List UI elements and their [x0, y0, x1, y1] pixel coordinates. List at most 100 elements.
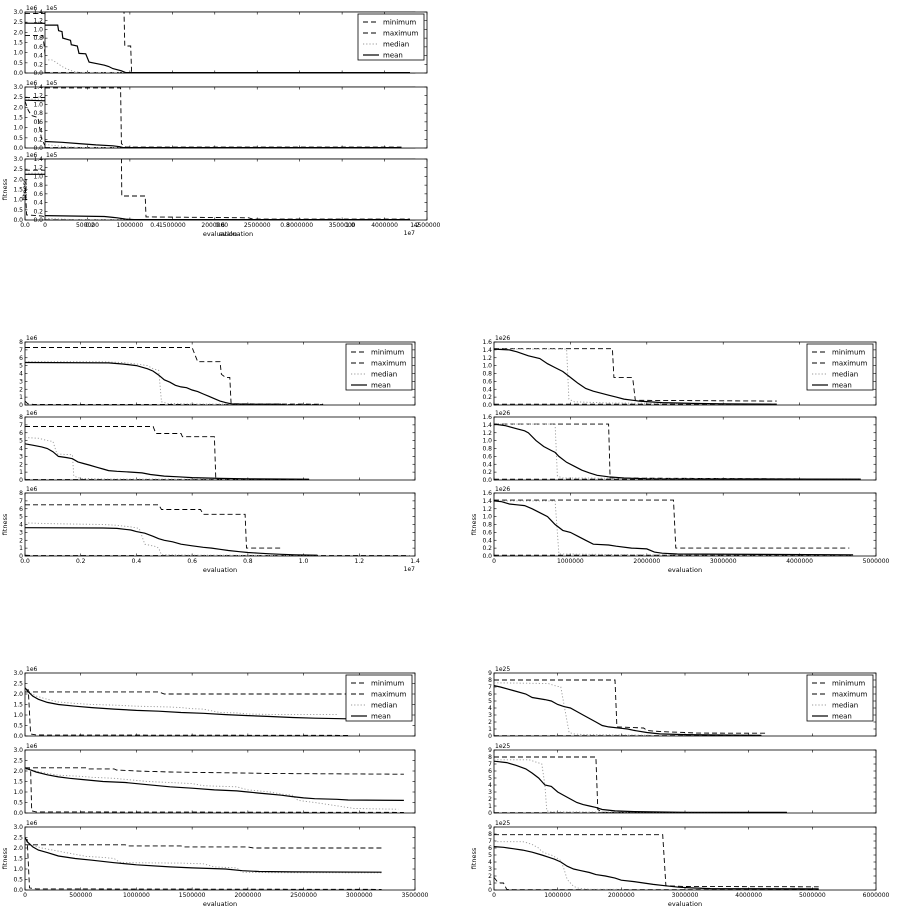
x-tick-label: 2000000 [201, 222, 228, 229]
x-tick-label: 1500000 [159, 222, 186, 229]
y-tick-label: 3 [19, 378, 23, 385]
y-tick-label: 0.6 [482, 529, 492, 536]
x-tick-label: 4000000 [371, 222, 398, 229]
y-tick-label: 2 [19, 461, 23, 468]
y-tick-label: 4 [19, 522, 23, 529]
y-tick-label: 0.6 [482, 378, 492, 385]
y-tick-label: 2.0 [13, 768, 23, 775]
y-tick-label: 7 [488, 684, 492, 691]
y-tick-label: 0.0 [482, 402, 492, 409]
legend-label: mean [371, 382, 391, 390]
x-tick-label: 5000000 [863, 558, 890, 565]
y-scale-label: 1e25 [495, 820, 510, 827]
y-tick-label: 2.5 [13, 681, 23, 688]
y-axis-label: fitness [470, 513, 478, 535]
axes-frame [494, 750, 876, 813]
y-tick-label: 0.8 [33, 110, 43, 117]
x-tick-label: 2500000 [244, 222, 271, 229]
y-tick-label: 3 [19, 529, 23, 536]
x-tick-label: 1.0 [299, 558, 309, 565]
y-tick-label: 4 [488, 782, 492, 789]
legend-label: median [832, 371, 858, 379]
y-tick-label: 0.4 [482, 537, 492, 544]
y-tick-label: 0.4 [33, 200, 43, 207]
y-tick-label: 0.4 [482, 461, 492, 468]
y-tick-label: 0.4 [33, 53, 43, 60]
y-tick-label: 1.4 [33, 156, 43, 163]
legend-label: minimum [371, 349, 404, 357]
y-tick-label: 0.2 [482, 394, 492, 401]
subplot-1: 0.00.20.40.60.81.01.21.41e5minimummaximu… [33, 5, 427, 77]
y-tick-label: 0.5 [13, 877, 23, 884]
y-tick-label: 8 [488, 754, 492, 761]
legend-label: mean [832, 382, 852, 390]
y-tick-label: 2 [488, 873, 492, 880]
y-scale-label: 1e5 [46, 152, 58, 159]
y-tick-label: 1.4 [482, 347, 492, 354]
x-tick-label: 5000000 [799, 892, 826, 899]
y-tick-label: 0.0 [13, 810, 23, 817]
y-tick-label: 7 [19, 422, 23, 429]
figure-canvas: 01234567891e25minimummaximummedianmean01… [449, 661, 898, 913]
y-tick-label: 6 [19, 430, 23, 437]
subplot-1: 0.00.20.40.60.81.01.21.41.61e26minimumma… [482, 335, 876, 409]
legend-label: minimum [832, 680, 865, 688]
x-axis-label: evaluation [203, 900, 237, 908]
y-tick-label: 0.0 [33, 217, 43, 224]
y-axis-label: fitness [1, 513, 9, 535]
y-tick-label: 6 [488, 691, 492, 698]
y-tick-label: 1 [19, 545, 23, 552]
legend-label: mean [832, 713, 852, 721]
y-tick-label: 2.5 [13, 758, 23, 765]
y-tick-label: 0.2 [482, 469, 492, 476]
y-tick-label: 0.0 [33, 70, 43, 77]
x-tick-label: 3500000 [329, 222, 356, 229]
y-tick-label: 6 [19, 355, 23, 362]
y-scale-label: 1e26 [495, 335, 510, 342]
legend: minimum maximum median mean [807, 675, 873, 721]
y-tick-label: 0.8 [33, 182, 43, 189]
legend-label: maximum [371, 691, 406, 699]
legend-label: median [832, 702, 858, 710]
y-tick-label: 0.4 [33, 128, 43, 135]
axes-frame [494, 417, 876, 480]
y-tick-label: 5 [19, 363, 23, 370]
y-tick-label: 0.0 [13, 887, 23, 894]
y-tick-label: 1.4 [33, 9, 43, 16]
y-tick-label: 7 [488, 761, 492, 768]
y-scale-label: 1e6 [26, 666, 38, 673]
y-tick-label: 5 [19, 438, 23, 445]
y-tick-label: 1.0 [13, 789, 23, 796]
y-tick-label: 9 [488, 747, 492, 754]
y-tick-label: 0.0 [482, 477, 492, 484]
legend-label: minimum [371, 680, 404, 688]
y-tick-label: 7 [19, 347, 23, 354]
x-axis-label: evaluation [668, 566, 702, 574]
x-tick-label: 0.2 [76, 558, 86, 565]
y-tick-label: 8 [19, 414, 23, 421]
x-tick-label: 0.6 [187, 558, 197, 565]
axes-frame [45, 87, 427, 148]
legend-label: maximum [832, 691, 867, 699]
y-tick-label: 1.0 [33, 26, 43, 33]
x-tick-label: 0.8 [243, 558, 253, 565]
x-tick-label: 500000 [69, 892, 92, 899]
y-axis-label: fitness [21, 178, 29, 200]
y-tick-label: 1.5 [13, 779, 23, 786]
y-tick-label: 5 [488, 698, 492, 705]
axes-frame [45, 159, 427, 220]
y-scale-label: 1e25 [495, 666, 510, 673]
y-tick-label: 1.0 [482, 514, 492, 521]
y-tick-label: 2 [19, 386, 23, 393]
